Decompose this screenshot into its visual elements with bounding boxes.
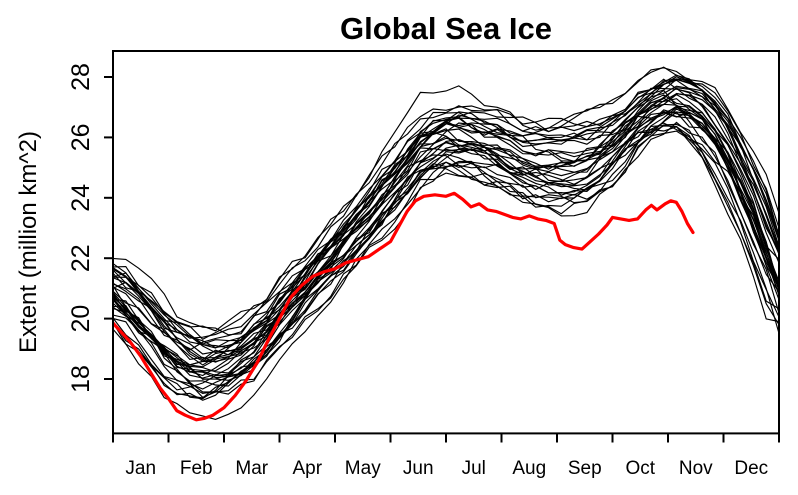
ensemble-line — [114, 74, 778, 349]
ensemble-line — [114, 87, 778, 355]
chart-title: Global Sea Ice — [340, 11, 552, 46]
y-axis-label: Extent (million km^2) — [15, 131, 42, 353]
x-tick-label: Mar — [235, 458, 268, 479]
y-tick-label: 24 — [67, 184, 95, 212]
ensemble-line — [114, 78, 778, 336]
ensemble-line — [114, 110, 778, 393]
x-tick-label: May — [345, 458, 381, 479]
plot-box — [112, 50, 780, 435]
data-series — [114, 66, 778, 422]
x-tick-label: Jun — [403, 458, 434, 479]
ensemble-line — [114, 125, 778, 400]
ensemble-line — [114, 87, 778, 349]
ensemble-line — [114, 111, 778, 390]
ensemble-line — [114, 121, 778, 399]
x-tick-label: Nov — [679, 458, 713, 479]
x-tick-label: Apr — [292, 458, 322, 479]
y-tick-label: 20 — [67, 305, 95, 333]
highlight-line — [114, 191, 695, 422]
x-tick-label: Jul — [462, 458, 486, 479]
y-tick-label: 26 — [67, 123, 95, 151]
axis-tick-labels: 18 20 22 24 26 28 Jan Feb Mar Apr May Jun Jul Aug Sep O… — [67, 63, 768, 479]
axis-ticks — [104, 76, 780, 443]
ensemble-line — [114, 93, 778, 363]
y-tick-label: 22 — [67, 244, 95, 272]
ensemble-line — [114, 66, 778, 332]
ensemble-line — [114, 122, 778, 401]
x-tick-label: Oct — [625, 458, 655, 479]
y-tick-label: 28 — [67, 63, 95, 91]
x-tick-label: Aug — [512, 458, 546, 479]
ensemble-line — [114, 94, 778, 366]
x-tick-label: Jan — [125, 458, 156, 479]
ensemble-line — [114, 105, 778, 379]
ensemble-line — [114, 103, 778, 374]
y-tick-label: 18 — [67, 365, 95, 393]
ensemble-line — [114, 126, 778, 391]
ensemble-line — [114, 79, 778, 345]
ensemble-line — [114, 78, 778, 354]
ensemble-line — [114, 93, 778, 362]
x-tick-label: Feb — [180, 458, 213, 479]
x-tick-label: Dec — [734, 458, 768, 479]
x-tick-label: Sep — [568, 458, 602, 479]
ensemble-line — [114, 67, 778, 341]
ensemble-line — [114, 130, 778, 395]
